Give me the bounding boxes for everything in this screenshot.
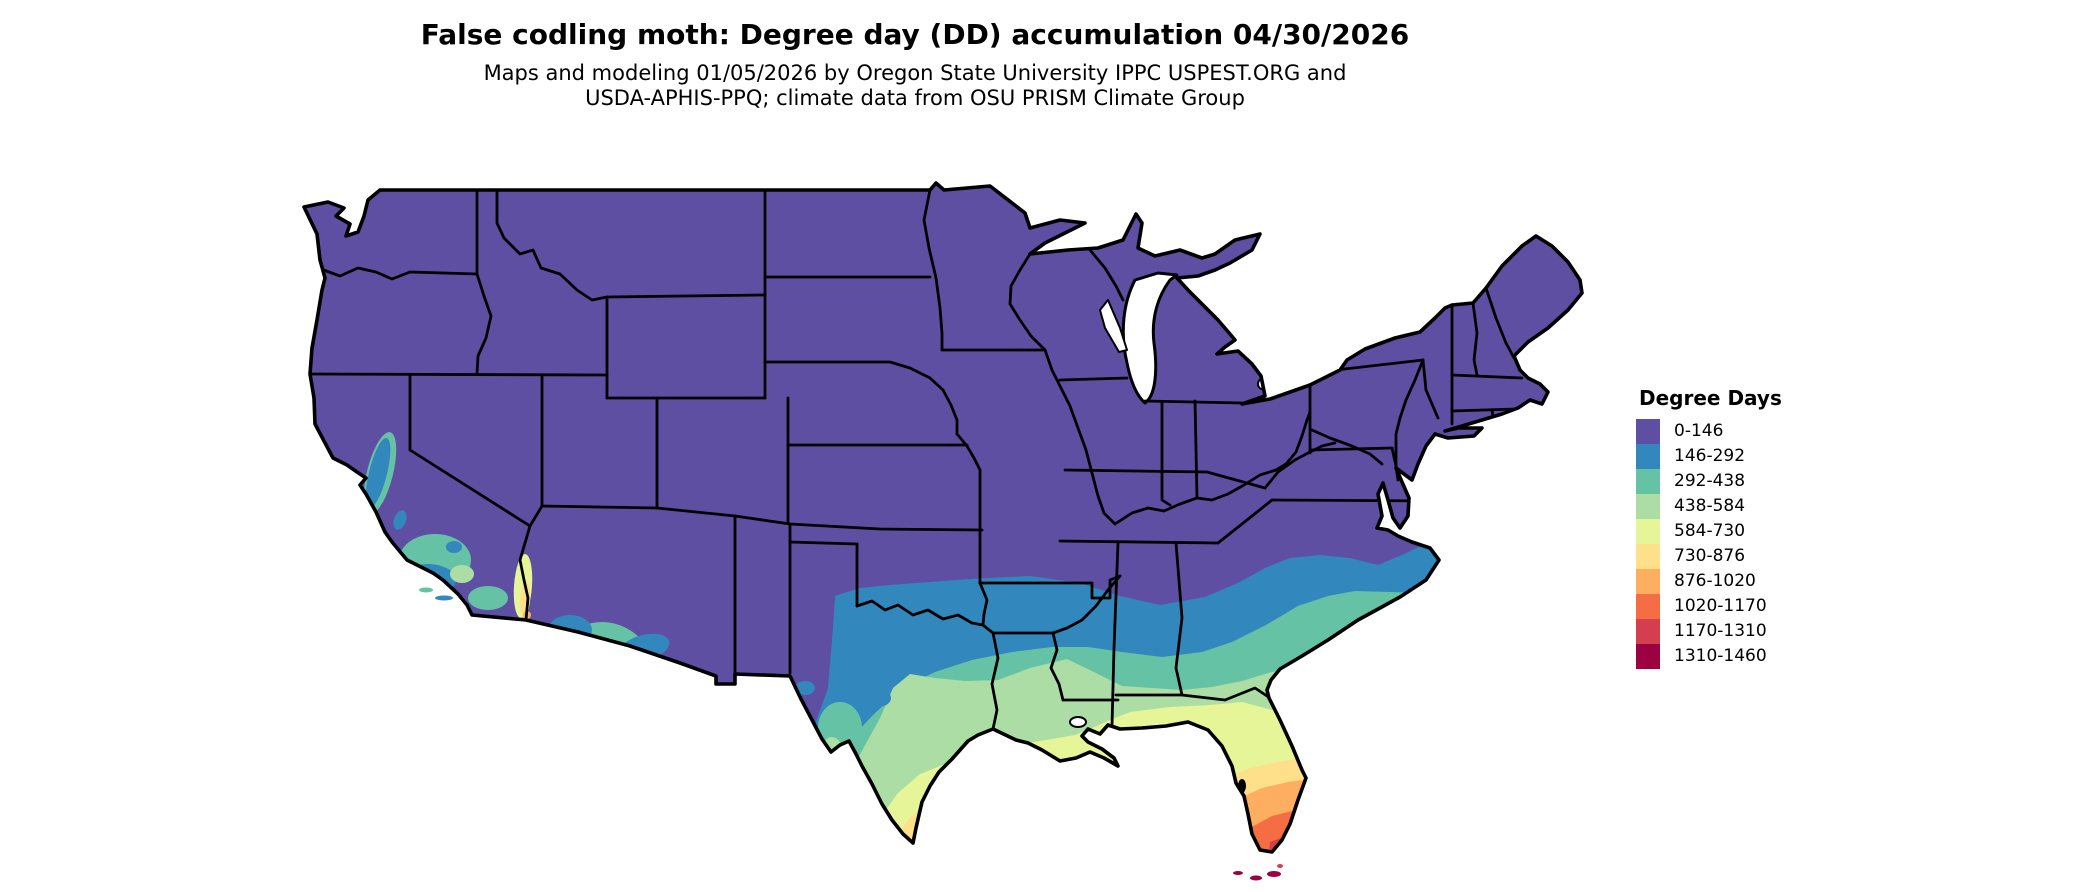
legend-label: 438-584 — [1674, 496, 1746, 516]
ca-central-valley-blue — [365, 438, 391, 508]
legend-item: 438-584 — [1636, 494, 1782, 519]
legend-swatch — [1636, 644, 1660, 669]
legend-label: 292-438 — [1674, 471, 1746, 491]
socal-blue-speck — [446, 541, 462, 553]
legend-item: 292-438 — [1636, 469, 1782, 494]
legend-item: 1170-1310 — [1636, 619, 1782, 644]
dd-band-876-1020 — [898, 778, 1582, 852]
legend-item: 146-292 — [1636, 444, 1782, 469]
arizona-blue-e — [632, 701, 668, 725]
subtitle-line-2: USDA-APHIS-PPQ; climate data from OSU PR… — [585, 86, 1245, 110]
subtitle-line-1: Maps and modeling 01/05/2026 by Oregon S… — [483, 61, 1347, 85]
legend-label: 730-876 — [1674, 546, 1746, 566]
legend-label: 876-1020 — [1674, 571, 1756, 591]
legend-label: 0-146 — [1674, 421, 1724, 441]
legend-label: 1170-1310 — [1674, 621, 1767, 641]
state-borders — [308, 188, 1524, 731]
legend-label: 584-730 — [1674, 521, 1746, 541]
legend-swatch — [1636, 569, 1660, 594]
legend-swatch — [1636, 619, 1660, 644]
nm-south-teal — [680, 715, 720, 741]
us-degree-day-map — [302, 181, 1584, 881]
legend-label: 146-292 — [1674, 446, 1746, 466]
arizona-ygreen — [570, 701, 622, 755]
socal-inland-teal — [468, 586, 508, 610]
legend-title: Degree Days — [1639, 386, 1782, 410]
phoenix-yellow — [577, 724, 607, 752]
nm-south-blue — [759, 753, 781, 767]
legend-swatch — [1636, 419, 1660, 444]
us-outline — [302, 181, 1584, 854]
elpaso-blue-speck — [795, 681, 815, 695]
florida-keys — [1233, 864, 1283, 881]
channel-islands — [419, 587, 453, 601]
legend-swatch — [1636, 519, 1660, 544]
legend-swatch — [1636, 444, 1660, 469]
legend-item: 584-730 — [1636, 519, 1782, 544]
phoenix-orange — [580, 740, 592, 750]
legend-swatch — [1636, 544, 1660, 569]
page-title: False codling moth: Degree day (DD) accu… — [420, 18, 1410, 51]
legend-item: 1310-1460 — [1636, 644, 1782, 669]
legend-item: 730-876 — [1636, 544, 1782, 569]
legend-swatch — [1636, 494, 1660, 519]
green-bay — [1099, 299, 1128, 353]
legend-swatch — [1636, 594, 1660, 619]
socal-green — [450, 565, 474, 583]
legend: Degree Days 0-146 146-292 292-438 438-58… — [1636, 386, 1782, 669]
lake-pontchartrain — [1069, 716, 1087, 728]
sierra-foothill-speck — [393, 510, 407, 530]
legend-item: 1020-1170 — [1636, 594, 1782, 619]
legend-item: 0-146 — [1636, 419, 1782, 444]
legend-swatch — [1636, 469, 1660, 494]
legend-label: 1020-1170 — [1674, 596, 1767, 616]
legend-label: 1310-1460 — [1674, 646, 1767, 666]
arizona-green — [558, 678, 638, 758]
wtx-blue-speck — [865, 689, 891, 707]
dd-band-1170-1310 — [1265, 829, 1582, 852]
map-fill-layers — [304, 183, 1582, 852]
nm-south-green — [725, 741, 751, 759]
legend-item: 876-1020 — [1636, 569, 1782, 594]
